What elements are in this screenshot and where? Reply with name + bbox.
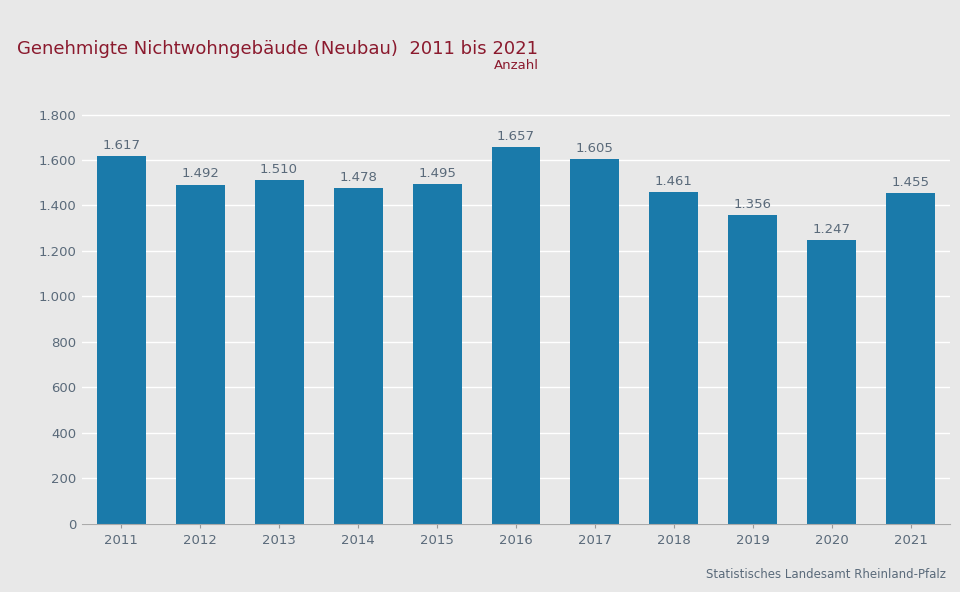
- Bar: [886, 193, 935, 524]
- Text: Statistisches Landesamt Rheinland-Pfalz: Statistisches Landesamt Rheinland-Pfalz: [706, 568, 946, 581]
- Text: 1.495: 1.495: [419, 167, 456, 180]
- Bar: [807, 240, 856, 524]
- Text: 1.510: 1.510: [260, 163, 298, 176]
- Text: 1.478: 1.478: [339, 170, 377, 184]
- Bar: [254, 181, 303, 524]
- Text: 1.247: 1.247: [813, 223, 851, 236]
- Text: 1.657: 1.657: [497, 130, 535, 143]
- Text: 1.492: 1.492: [181, 168, 219, 181]
- Bar: [413, 184, 462, 524]
- Bar: [729, 215, 778, 524]
- Bar: [333, 188, 382, 524]
- Bar: [492, 147, 540, 524]
- Text: Genehmigte Nichtwohngebäude (Neubau)  2011 bis 2021: Genehmigte Nichtwohngebäude (Neubau) 201…: [17, 40, 539, 58]
- Text: 1.617: 1.617: [102, 139, 140, 152]
- Bar: [97, 156, 146, 524]
- Text: 1.605: 1.605: [576, 141, 613, 155]
- Bar: [570, 159, 619, 524]
- Bar: [650, 192, 699, 524]
- Text: 1.356: 1.356: [734, 198, 772, 211]
- Bar: [176, 185, 225, 524]
- Text: Anzahl: Anzahl: [493, 59, 539, 72]
- Text: 1.461: 1.461: [655, 175, 693, 188]
- Text: 1.455: 1.455: [892, 176, 930, 189]
